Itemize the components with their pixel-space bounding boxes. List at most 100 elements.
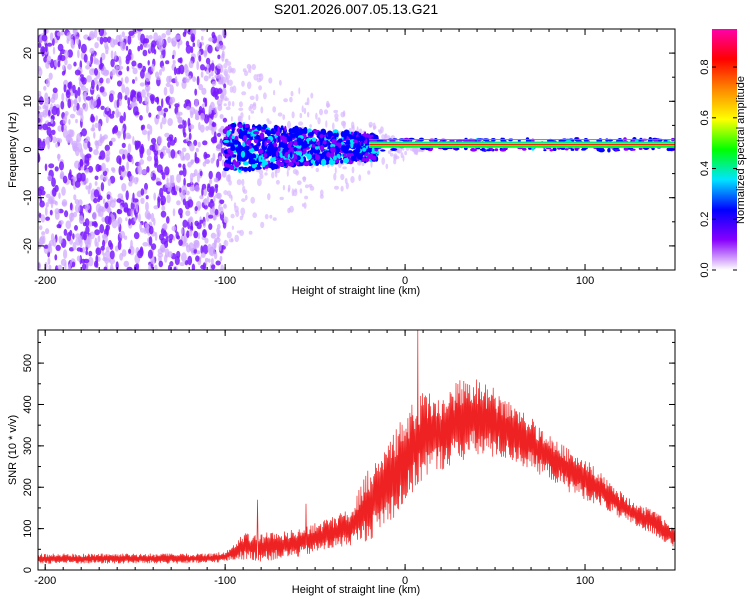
heatmap-cell [227, 100, 231, 107]
heatmap-cell [143, 38, 150, 44]
heatmap-cell [188, 229, 193, 237]
heatmap-cell [135, 202, 138, 212]
heatmap-cell [189, 106, 195, 116]
heatmap-cell [99, 36, 104, 45]
heatmap-cell [157, 114, 161, 120]
heatmap-cell [308, 132, 314, 137]
heatmap-cell [94, 42, 99, 49]
heatmap-cell [366, 139, 370, 144]
heatmap-cell [303, 107, 307, 115]
heatmap-cell [45, 202, 49, 208]
heatmap-cell [116, 198, 122, 203]
heatmap-cell [248, 166, 252, 173]
x-tick-label: -100 [214, 275, 236, 287]
heatmap-cell [56, 107, 60, 117]
heatmap-cell [46, 55, 52, 64]
heatmap-cell [182, 147, 187, 153]
heatmap-cell [118, 59, 122, 66]
heatmap-cell [150, 43, 155, 54]
heatmap-cell [91, 79, 95, 90]
heatmap-cell [93, 189, 100, 198]
heatmap-cell [197, 141, 201, 148]
heatmap-cell [97, 235, 101, 243]
heatmap-cell [144, 182, 148, 191]
heatmap-cell [302, 148, 306, 152]
heatmap-cell [102, 198, 106, 205]
heatmap-cell [208, 170, 213, 180]
heatmap-cell [47, 175, 52, 181]
heatmap-cell [173, 66, 177, 76]
x-tick-label: -200 [34, 575, 56, 587]
heatmap-cell [277, 127, 280, 133]
heatmap-cell [181, 185, 188, 194]
heatmap-cell [117, 240, 122, 251]
heatmap-cell [380, 149, 386, 152]
heatmap-cell [149, 144, 155, 151]
heatmap-cell [250, 110, 255, 114]
snr-line-marks [38, 330, 675, 564]
heatmap-cell [50, 103, 53, 111]
heatmap-cell [105, 50, 109, 55]
heatmap-cell [196, 60, 200, 71]
heatmap-cell [276, 150, 279, 158]
heatmap-cell [351, 125, 354, 130]
heatmap-cell [85, 87, 89, 94]
heatmap-cell [214, 208, 219, 216]
heatmap-cell [38, 96, 44, 105]
heatmap-cell [183, 132, 187, 138]
heatmap-cell [250, 196, 255, 204]
heatmap-cell [217, 142, 222, 151]
heatmap-cell [280, 125, 284, 130]
heatmap-cell [373, 134, 379, 141]
heatmap-cell [205, 126, 210, 131]
heatmap-cell [91, 99, 97, 108]
heatmap-cell [381, 134, 385, 140]
heatmap-cell [362, 147, 367, 152]
heatmap-cell [333, 109, 339, 114]
heatmap-cell [93, 197, 98, 204]
heatmap-cell [373, 125, 377, 130]
heatmap-cell [350, 131, 354, 136]
colorbar-ticks: 0.0 0.2 0.4 0.6 0.8 [699, 59, 737, 278]
heatmap-cell [208, 258, 211, 263]
heatmap-cell [100, 105, 105, 110]
heatmap-cell [43, 56, 48, 63]
heatmap-cell [86, 60, 91, 66]
heatmap-cell [331, 160, 336, 165]
heatmap-cell [148, 34, 153, 40]
heatmap-cell [434, 138, 438, 143]
heatmap-cell [293, 139, 298, 145]
heatmap-cell [89, 98, 93, 109]
heatmap-cell [404, 150, 407, 156]
heatmap-cell [190, 33, 196, 43]
heatmap-cell [83, 53, 88, 63]
heatmap-cell [210, 157, 214, 164]
heatmap-cell [52, 237, 57, 247]
heatmap-cell [200, 245, 204, 254]
heatmap-cell [77, 49, 80, 59]
heatmap-cell [229, 86, 234, 93]
x-tick-label: 0 [402, 575, 408, 587]
heatmap-cell [172, 208, 176, 217]
heatmap-cell [121, 249, 127, 257]
heatmap-cell [107, 216, 112, 226]
heatmap-cell [99, 133, 103, 143]
heatmap-cell [98, 63, 103, 70]
heatmap-cell [334, 185, 339, 190]
heatmap-cell [265, 129, 269, 135]
heatmap-cell [76, 109, 83, 116]
heatmap-cell [131, 90, 137, 96]
heatmap-cell [38, 105, 42, 111]
heatmap-cell [230, 123, 237, 128]
heatmap-cell [171, 37, 177, 47]
heatmap-cell [230, 116, 233, 122]
heatmap-cell [85, 185, 89, 190]
heatmap-cell [46, 42, 53, 47]
heatmap-cell [309, 124, 312, 128]
heatmap-cell [343, 134, 347, 140]
y-tick-label: 200 [22, 478, 34, 496]
colorbar-gradient [712, 29, 737, 270]
heatmap-cell [264, 140, 267, 147]
heatmap-cell [223, 162, 227, 167]
heatmap-cell [75, 233, 81, 239]
